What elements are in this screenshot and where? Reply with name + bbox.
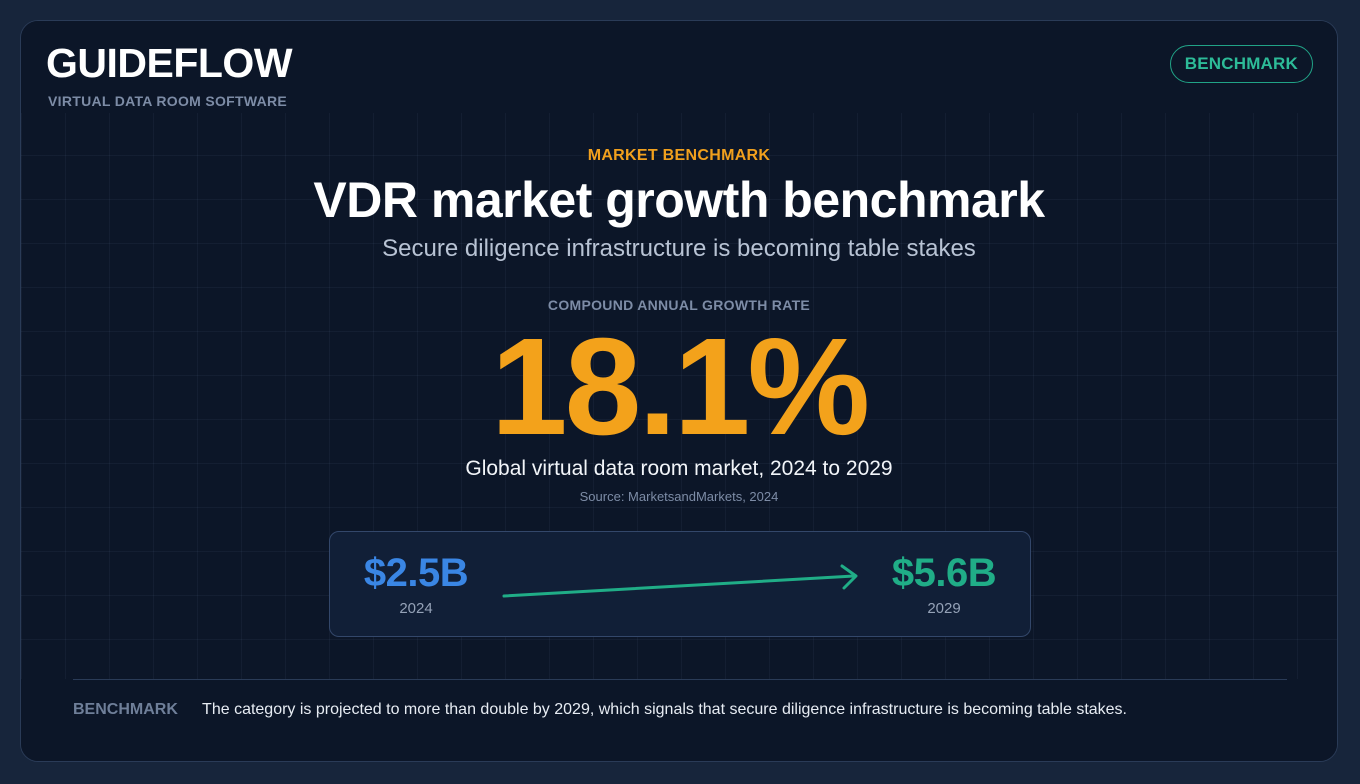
start-market-size: $2.5B 2024 <box>346 550 486 617</box>
benchmark-badge: BENCHMARK <box>1169 45 1313 83</box>
metric-caption: Global virtual data room market, 2024 to… <box>465 457 893 480</box>
benchmark-card: GUIDEFLOW VIRTUAL DATA ROOM SOFTWARE BEN… <box>20 20 1338 762</box>
growth-arrow-icon <box>502 564 858 598</box>
eyebrow-label: MARKET BENCHMARK <box>587 147 771 164</box>
brand-logo-text: GUIDEFLOW <box>46 40 293 86</box>
end-market-size: $5.6B 2029 <box>874 550 1014 617</box>
page-title: VDR market growth benchmark <box>313 172 1045 228</box>
market-size-comparison: $2.5B 2024 $5.6B 2029 <box>329 531 1031 637</box>
footer-note: BENCHMARK The category is projected to m… <box>73 701 1127 719</box>
metric-label: COMPOUND ANNUAL GROWTH RATE <box>547 297 811 313</box>
metric-value: 18.1% <box>490 310 870 464</box>
source-note: Source: MarketsandMarkets, 2024 <box>579 489 779 504</box>
footer-label: BENCHMARK <box>73 701 178 718</box>
start-amount: $2.5B <box>363 551 469 595</box>
page-subtitle: Secure diligence infrastructure is becom… <box>382 235 976 262</box>
end-year: 2029 <box>927 600 961 617</box>
brand-subtitle: VIRTUAL DATA ROOM SOFTWARE <box>48 93 288 109</box>
footer-text: The category is projected to more than d… <box>202 701 1127 718</box>
end-amount: $5.6B <box>891 551 997 595</box>
footer-divider <box>73 679 1287 680</box>
start-year: 2024 <box>399 600 433 617</box>
brand: GUIDEFLOW VIRTUAL DATA ROOM SOFTWARE <box>46 40 293 109</box>
